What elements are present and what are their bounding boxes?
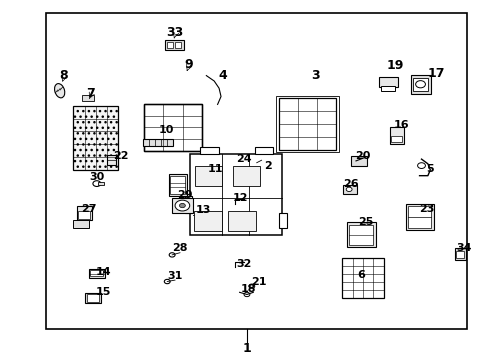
Bar — [144, 104, 202, 151]
Bar — [350, 156, 366, 166]
Bar — [77, 206, 92, 220]
Circle shape — [93, 181, 101, 186]
Text: 10: 10 — [158, 125, 174, 135]
Bar — [106, 155, 116, 165]
Text: 26: 26 — [343, 179, 358, 189]
Bar — [168, 174, 187, 196]
Text: 22: 22 — [113, 150, 129, 161]
Text: 11: 11 — [207, 164, 223, 174]
Bar — [455, 251, 463, 258]
Text: 2: 2 — [264, 161, 271, 171]
Circle shape — [232, 162, 238, 166]
Circle shape — [244, 292, 249, 297]
Bar — [276, 96, 338, 152]
Bar — [78, 211, 90, 219]
Text: 9: 9 — [183, 58, 192, 71]
Bar — [46, 13, 466, 329]
Bar — [82, 95, 94, 101]
Circle shape — [248, 284, 254, 288]
Bar — [405, 204, 433, 230]
Bar — [278, 98, 336, 150]
Bar — [98, 182, 103, 185]
Text: 25: 25 — [357, 217, 373, 228]
Text: 1: 1 — [242, 342, 251, 355]
Text: 3: 3 — [310, 69, 319, 82]
Bar — [410, 75, 430, 94]
Text: 12: 12 — [232, 193, 248, 203]
Text: 16: 16 — [393, 120, 409, 130]
Bar — [165, 40, 183, 50]
Circle shape — [346, 187, 351, 192]
Bar — [142, 139, 173, 146]
Text: 19: 19 — [386, 59, 403, 72]
Bar — [144, 104, 202, 151]
Bar — [378, 77, 397, 87]
Circle shape — [193, 213, 200, 218]
Text: 8: 8 — [59, 69, 68, 82]
Bar — [189, 154, 281, 235]
Ellipse shape — [55, 84, 64, 98]
Text: 27: 27 — [81, 204, 97, 214]
Text: 34: 34 — [455, 243, 470, 253]
Bar — [167, 42, 173, 48]
Circle shape — [179, 203, 185, 208]
Text: 32: 32 — [235, 258, 251, 269]
Bar — [389, 127, 403, 144]
Bar — [454, 248, 465, 260]
Bar — [279, 213, 286, 228]
Text: 5: 5 — [426, 164, 433, 174]
Bar — [346, 222, 375, 247]
Circle shape — [417, 163, 425, 168]
Bar — [380, 86, 394, 91]
Bar — [348, 225, 372, 245]
Bar — [227, 211, 256, 231]
Bar — [343, 185, 356, 194]
Bar — [254, 147, 273, 154]
Circle shape — [415, 81, 425, 88]
Circle shape — [253, 163, 259, 167]
Text: 29: 29 — [177, 190, 192, 200]
Bar — [175, 42, 181, 48]
Bar — [172, 198, 192, 213]
Circle shape — [164, 279, 170, 284]
Bar — [412, 78, 427, 91]
Text: 31: 31 — [167, 271, 183, 282]
Bar — [232, 166, 259, 186]
Bar — [73, 106, 118, 170]
Text: 14: 14 — [96, 267, 111, 277]
Text: 6: 6 — [356, 270, 364, 280]
Bar — [170, 176, 184, 194]
Text: 13: 13 — [195, 204, 210, 215]
Circle shape — [175, 200, 189, 211]
Bar — [193, 211, 222, 231]
Text: 24: 24 — [235, 154, 251, 164]
Bar — [89, 269, 104, 278]
Text: 30: 30 — [89, 172, 104, 182]
Text: 4: 4 — [218, 69, 226, 82]
Bar — [85, 293, 101, 303]
Circle shape — [232, 200, 237, 203]
Text: 33: 33 — [166, 26, 183, 39]
Text: 15: 15 — [96, 287, 111, 297]
Bar — [73, 220, 89, 228]
Bar — [90, 270, 102, 276]
Text: 28: 28 — [172, 243, 187, 253]
Bar — [342, 258, 383, 298]
Circle shape — [169, 253, 175, 257]
Text: 23: 23 — [418, 204, 433, 214]
Text: 18: 18 — [240, 284, 256, 294]
Text: 20: 20 — [354, 150, 370, 161]
Text: 17: 17 — [427, 67, 444, 80]
Bar — [184, 196, 192, 213]
Bar — [86, 294, 99, 302]
Text: 7: 7 — [86, 87, 95, 100]
Bar — [390, 136, 401, 142]
Bar — [199, 147, 219, 154]
Bar — [407, 206, 430, 228]
Bar — [194, 166, 221, 186]
Text: 21: 21 — [251, 276, 266, 287]
